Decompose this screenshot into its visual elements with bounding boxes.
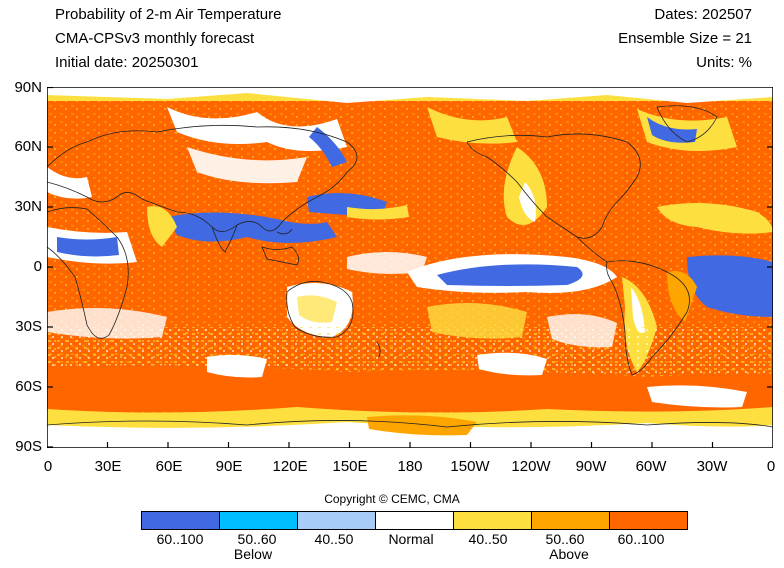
lon-label-90e: 90E bbox=[215, 458, 243, 475]
lon-label-0-right: 0 bbox=[766, 458, 776, 475]
legend-label-below-60-100: 60..100 bbox=[156, 531, 204, 547]
lon-label-30w: 30W bbox=[696, 458, 728, 475]
lon-label-60e: 60E bbox=[155, 458, 183, 475]
probability-fill bbox=[47, 87, 773, 448]
y-ticks bbox=[47, 87, 773, 448]
legend-label-below-40-50: 40..50 bbox=[314, 531, 354, 547]
legend-box-normal bbox=[376, 512, 454, 529]
lat-label-eq: 0 bbox=[33, 258, 42, 275]
lon-label-0: 0 bbox=[43, 458, 53, 475]
lon-label-150w: 150W bbox=[450, 458, 490, 475]
legend-label-below-50-60: 50..60 bbox=[237, 531, 277, 547]
lat-label-90n: 90N bbox=[14, 79, 42, 96]
legend-label-above-40-50: 40..50 bbox=[468, 531, 508, 547]
map-title: Probability of 2-m Air Temperature bbox=[55, 6, 282, 23]
x-ticks bbox=[106, 442, 714, 448]
lat-label-30s: 30S bbox=[15, 318, 42, 335]
lat-label-90s: 90S bbox=[15, 438, 42, 455]
legend-box-above-40-50 bbox=[454, 512, 532, 529]
lat-label-60n: 60N bbox=[14, 138, 42, 155]
legend-box-below-50-60 bbox=[220, 512, 298, 529]
units: Units: % bbox=[696, 54, 752, 71]
legend-box-above-60-100 bbox=[610, 512, 687, 529]
coastlines bbox=[47, 105, 773, 428]
lon-label-120e: 120E bbox=[272, 458, 308, 475]
legend-label-above-50-60: 50..60 bbox=[545, 531, 585, 547]
lon-label-90w: 90W bbox=[575, 458, 607, 475]
forecast-dates: Dates: 202507 bbox=[654, 6, 752, 23]
legend-box-below-40-50 bbox=[298, 512, 376, 529]
lon-label-60w: 60W bbox=[635, 458, 667, 475]
lon-label-150e: 150E bbox=[332, 458, 368, 475]
legend-box-above-50-60 bbox=[532, 512, 610, 529]
lat-label-30n: 30N bbox=[14, 198, 42, 215]
legend-label-above-60-100: 60..100 bbox=[617, 531, 665, 547]
model-name: CMA-CPSv3 monthly forecast bbox=[55, 30, 255, 47]
copyright: Copyright © CEMC, CMA bbox=[324, 492, 460, 506]
initial-date: Initial date: 20250301 bbox=[55, 54, 199, 71]
lon-label-30e: 30E bbox=[94, 458, 122, 475]
legend-group-above: Above bbox=[549, 546, 589, 562]
legend-group-below: Below bbox=[233, 546, 273, 562]
probability-map bbox=[47, 87, 773, 448]
legend-label-normal: Normal bbox=[388, 531, 434, 547]
lat-label-60s: 60S bbox=[15, 378, 42, 395]
lon-label-180: 180 bbox=[397, 458, 423, 475]
lon-label-120w: 120W bbox=[511, 458, 551, 475]
legend-box-below-60-100 bbox=[142, 512, 220, 529]
ensemble-size: Ensemble Size = 21 bbox=[618, 30, 752, 47]
legend-colorbar bbox=[141, 511, 688, 530]
